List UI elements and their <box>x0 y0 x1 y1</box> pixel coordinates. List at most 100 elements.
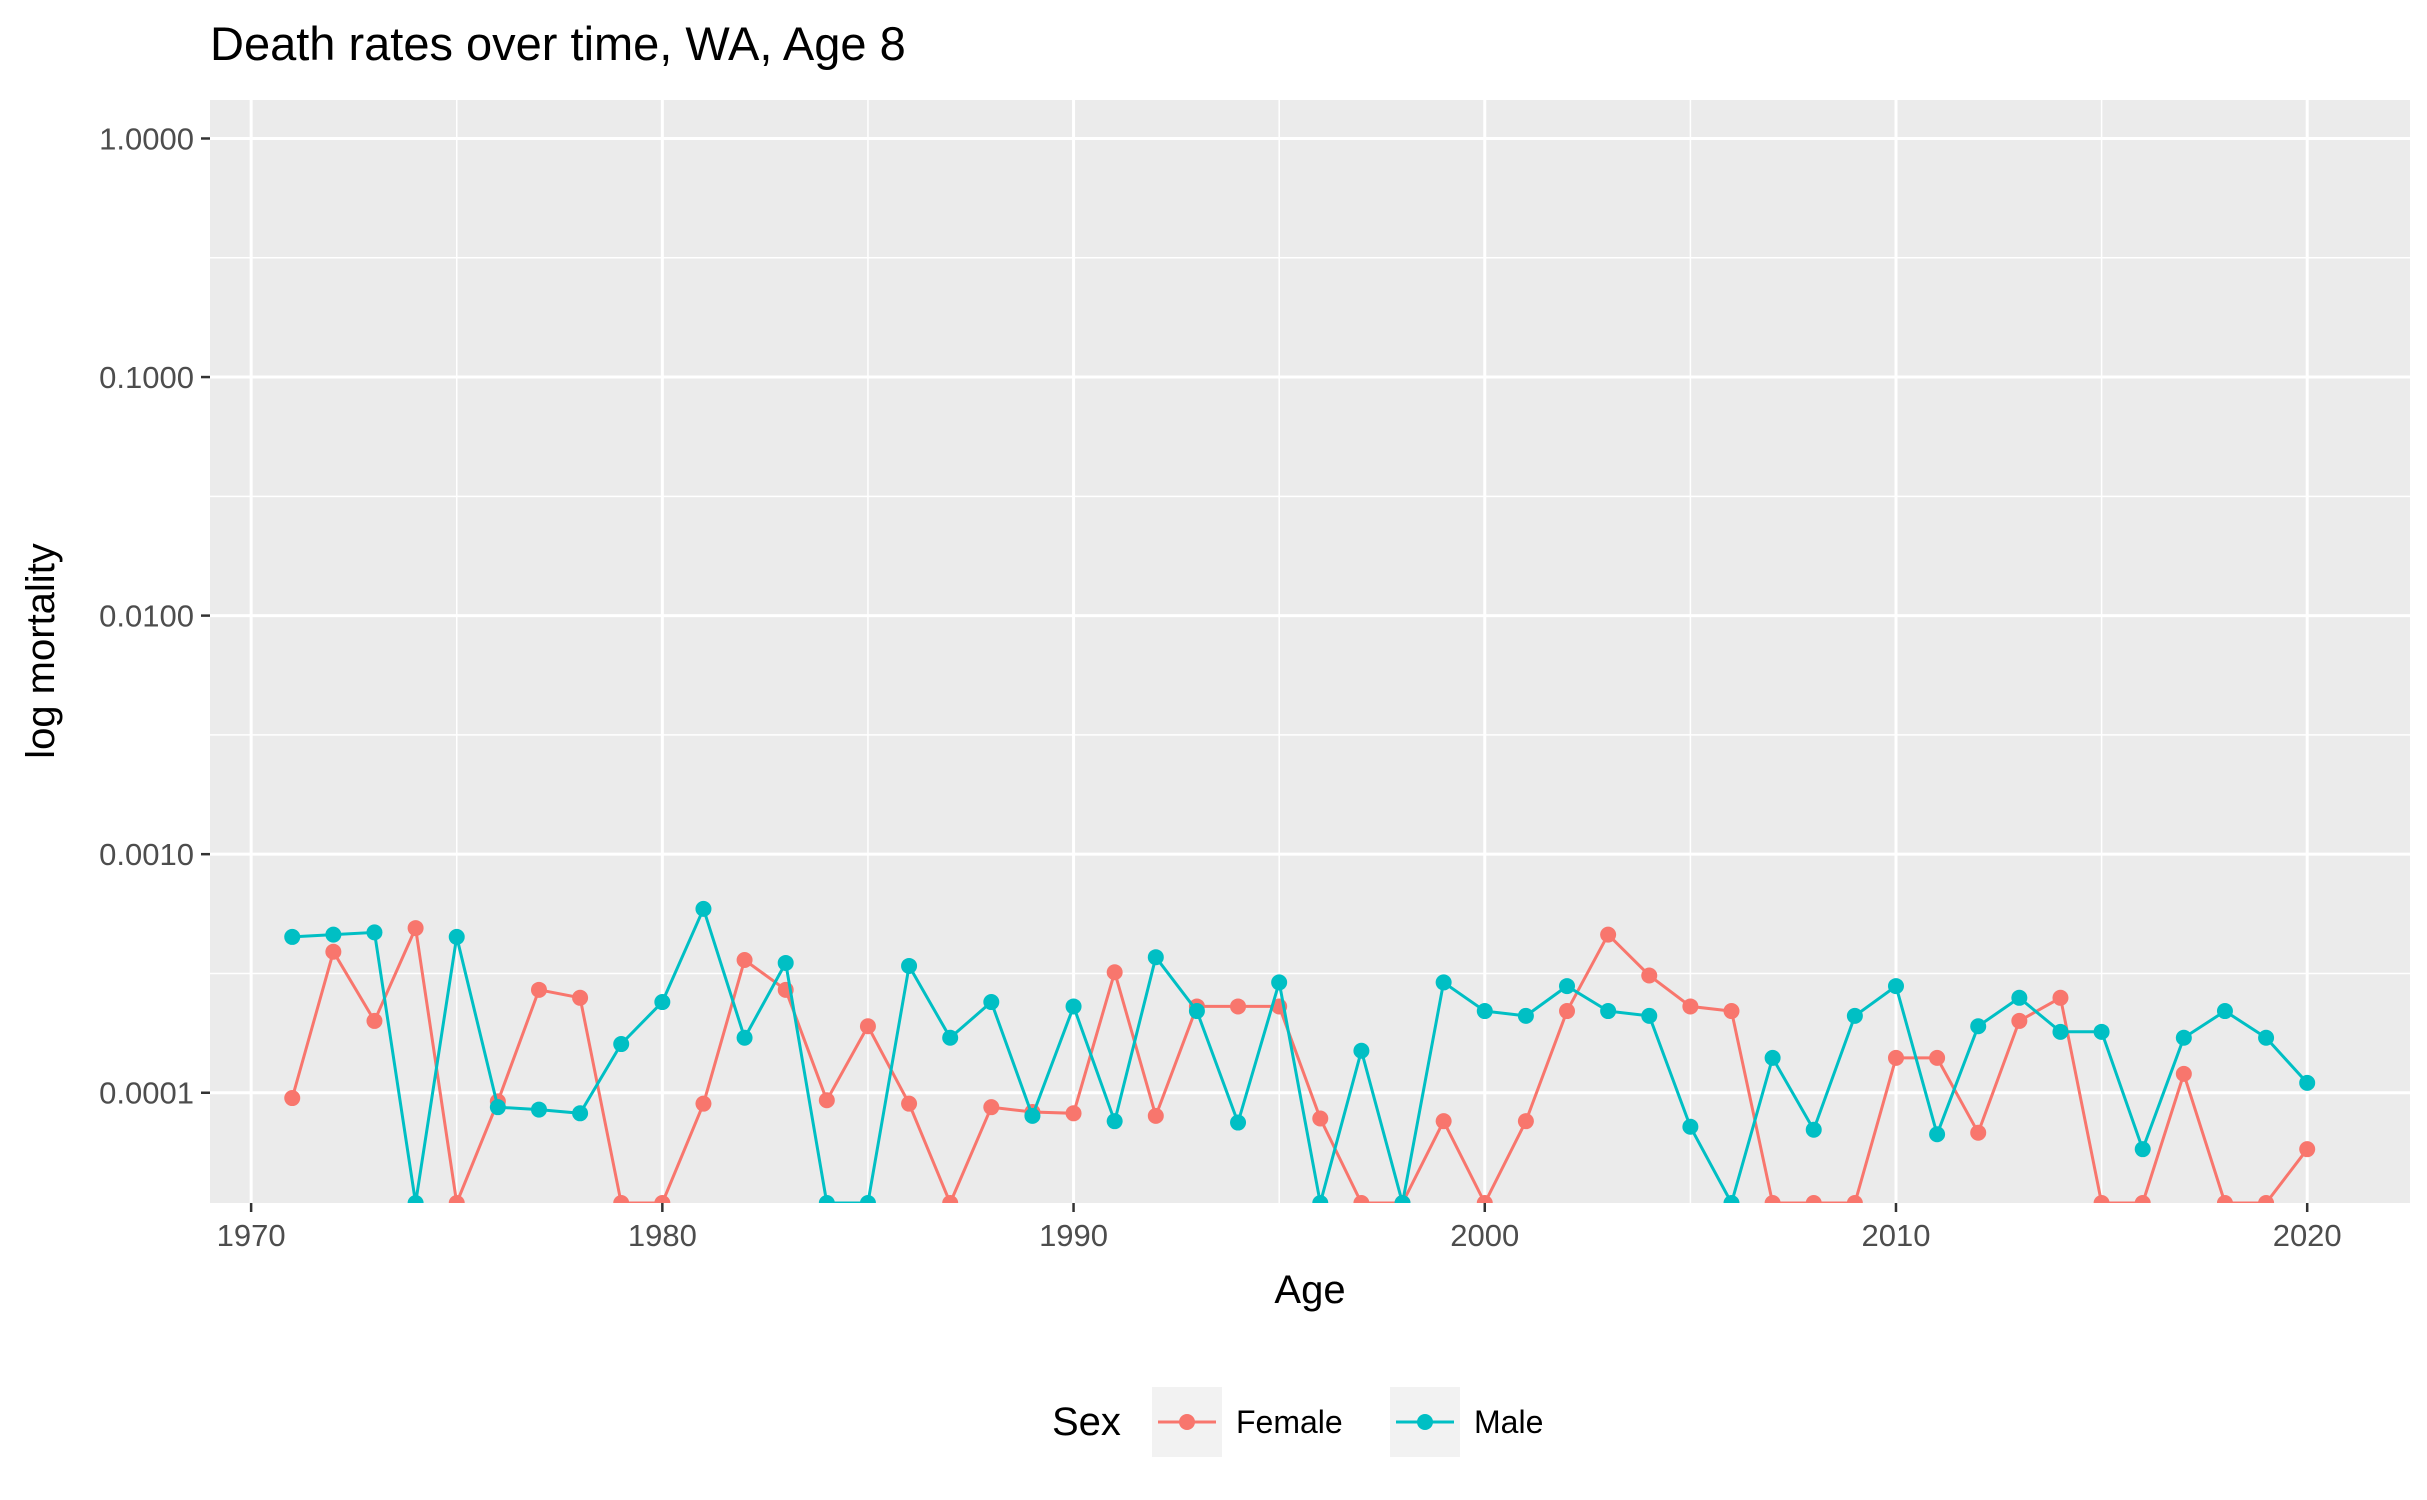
x-axis: 1970 1980 1990 2000 2010 2020 <box>217 1203 2342 1253</box>
legend-item-male: Male <box>1390 1387 1543 1457</box>
data-point-male <box>901 957 918 974</box>
x-tick-label: 2000 <box>1450 1218 1519 1253</box>
data-point-female <box>572 989 589 1006</box>
data-point-female <box>1106 964 1123 981</box>
data-point-male <box>1476 1003 1493 1020</box>
data-point-female <box>1723 1003 1740 1020</box>
data-point-female <box>1476 1195 1493 1203</box>
data-point-male <box>2052 1023 2069 1040</box>
plot-panel <box>210 100 2410 1203</box>
data-point-female <box>284 1090 301 1107</box>
legend-key-point <box>1417 1414 1433 1430</box>
series-female <box>284 920 2316 1203</box>
data-point-male <box>1106 1113 1123 1130</box>
data-point-male <box>2175 1029 2192 1046</box>
data-point-male <box>448 928 465 945</box>
y-tick-label: 0.0100 <box>99 599 194 634</box>
data-point-male <box>1641 1007 1658 1024</box>
data-point-male <box>2216 1003 2233 1020</box>
data-point-male <box>2134 1141 2151 1158</box>
data-point-male <box>572 1105 589 1122</box>
data-point-female <box>2052 989 2069 1006</box>
data-point-male <box>1353 1042 1370 1059</box>
data-point-female <box>1887 1049 1904 1066</box>
data-point-male <box>1929 1126 1946 1143</box>
data-point-female <box>983 1099 1000 1116</box>
data-point-female <box>1641 967 1658 984</box>
data-point-female <box>2011 1012 2028 1029</box>
legend-key-point <box>1179 1414 1195 1430</box>
data-point-male <box>777 954 794 971</box>
data-point-male <box>942 1029 959 1046</box>
data-point-male <box>1312 1195 1329 1203</box>
data-point-male <box>1271 974 1288 991</box>
data-point-male <box>1887 978 1904 995</box>
data-point-female <box>942 1195 959 1203</box>
x-tick-label: 1970 <box>217 1218 286 1253</box>
data-point-female <box>1230 998 1247 1015</box>
data-point-male <box>1435 974 1452 991</box>
legend-label: Female <box>1236 1404 1343 1440</box>
data-point-female <box>1517 1113 1534 1130</box>
data-point-female <box>1600 926 1617 943</box>
data-point-female <box>654 1195 671 1203</box>
data-point-female <box>2134 1195 2151 1203</box>
data-point-female <box>1065 1105 1082 1122</box>
x-tick-label: 1980 <box>628 1218 697 1253</box>
data-point-male <box>1147 949 1164 966</box>
data-point-male <box>613 1036 630 1053</box>
series-line-male <box>292 904 2309 1203</box>
data-point-female <box>1805 1195 1822 1203</box>
series-line-female <box>290 922 2309 1203</box>
y-tick-label: 0.0010 <box>99 837 194 872</box>
data-point-male <box>1394 1195 1411 1203</box>
data-point-female <box>325 943 342 960</box>
data-point-male <box>859 1195 876 1203</box>
data-point-male <box>983 994 1000 1011</box>
data-point-male <box>1230 1114 1247 1131</box>
data-point-male <box>818 1195 835 1203</box>
data-point-male <box>2299 1074 2316 1091</box>
minor-gridlines <box>210 100 2410 1203</box>
data-point-female <box>1764 1195 1781 1203</box>
data-point-female <box>1353 1195 1370 1203</box>
data-point-female <box>901 1095 918 1112</box>
data-point-female <box>736 952 753 969</box>
data-point-female <box>695 1095 712 1112</box>
data-point-male <box>1024 1107 1041 1124</box>
data-point-female <box>1435 1113 1452 1130</box>
data-point-male <box>1764 1049 1781 1066</box>
data-point-male <box>654 994 671 1011</box>
data-point-female <box>2258 1195 2275 1203</box>
data-point-male <box>2093 1023 2110 1040</box>
data-point-male <box>284 928 301 945</box>
data-point-female <box>1929 1049 1946 1066</box>
legend-title: Sex <box>1052 1400 1121 1444</box>
data-point-female <box>1559 1003 1576 1020</box>
data-point-male <box>1600 1003 1617 1020</box>
x-axis-title: Age <box>1274 1268 1345 1312</box>
data-point-male <box>1517 1007 1534 1024</box>
data-point-female <box>2175 1065 2192 1082</box>
series-layer <box>284 900 2316 1203</box>
data-point-male <box>1805 1121 1822 1138</box>
data-point-male <box>1188 1003 1205 1020</box>
data-point-male <box>407 1195 424 1203</box>
data-point-male <box>1846 1007 1863 1024</box>
y-tick-label: 0.1000 <box>99 360 194 395</box>
data-point-male <box>1559 978 1576 995</box>
data-point-female <box>530 981 547 998</box>
data-point-male <box>325 926 342 943</box>
legend-label: Male <box>1474 1404 1543 1440</box>
data-point-female <box>366 1012 383 1029</box>
data-point-male <box>2258 1029 2275 1046</box>
chart-title: Death rates over time, WA, Age 8 <box>210 17 906 70</box>
data-point-male <box>530 1101 547 1118</box>
y-axis: 1.0000 0.1000 0.0100 0.0010 0.0001 <box>99 121 210 1111</box>
data-point-male <box>366 924 383 941</box>
data-point-male <box>695 900 712 917</box>
data-point-female <box>448 1195 465 1203</box>
data-point-female <box>1846 1195 1863 1203</box>
series-male <box>284 900 2316 1203</box>
